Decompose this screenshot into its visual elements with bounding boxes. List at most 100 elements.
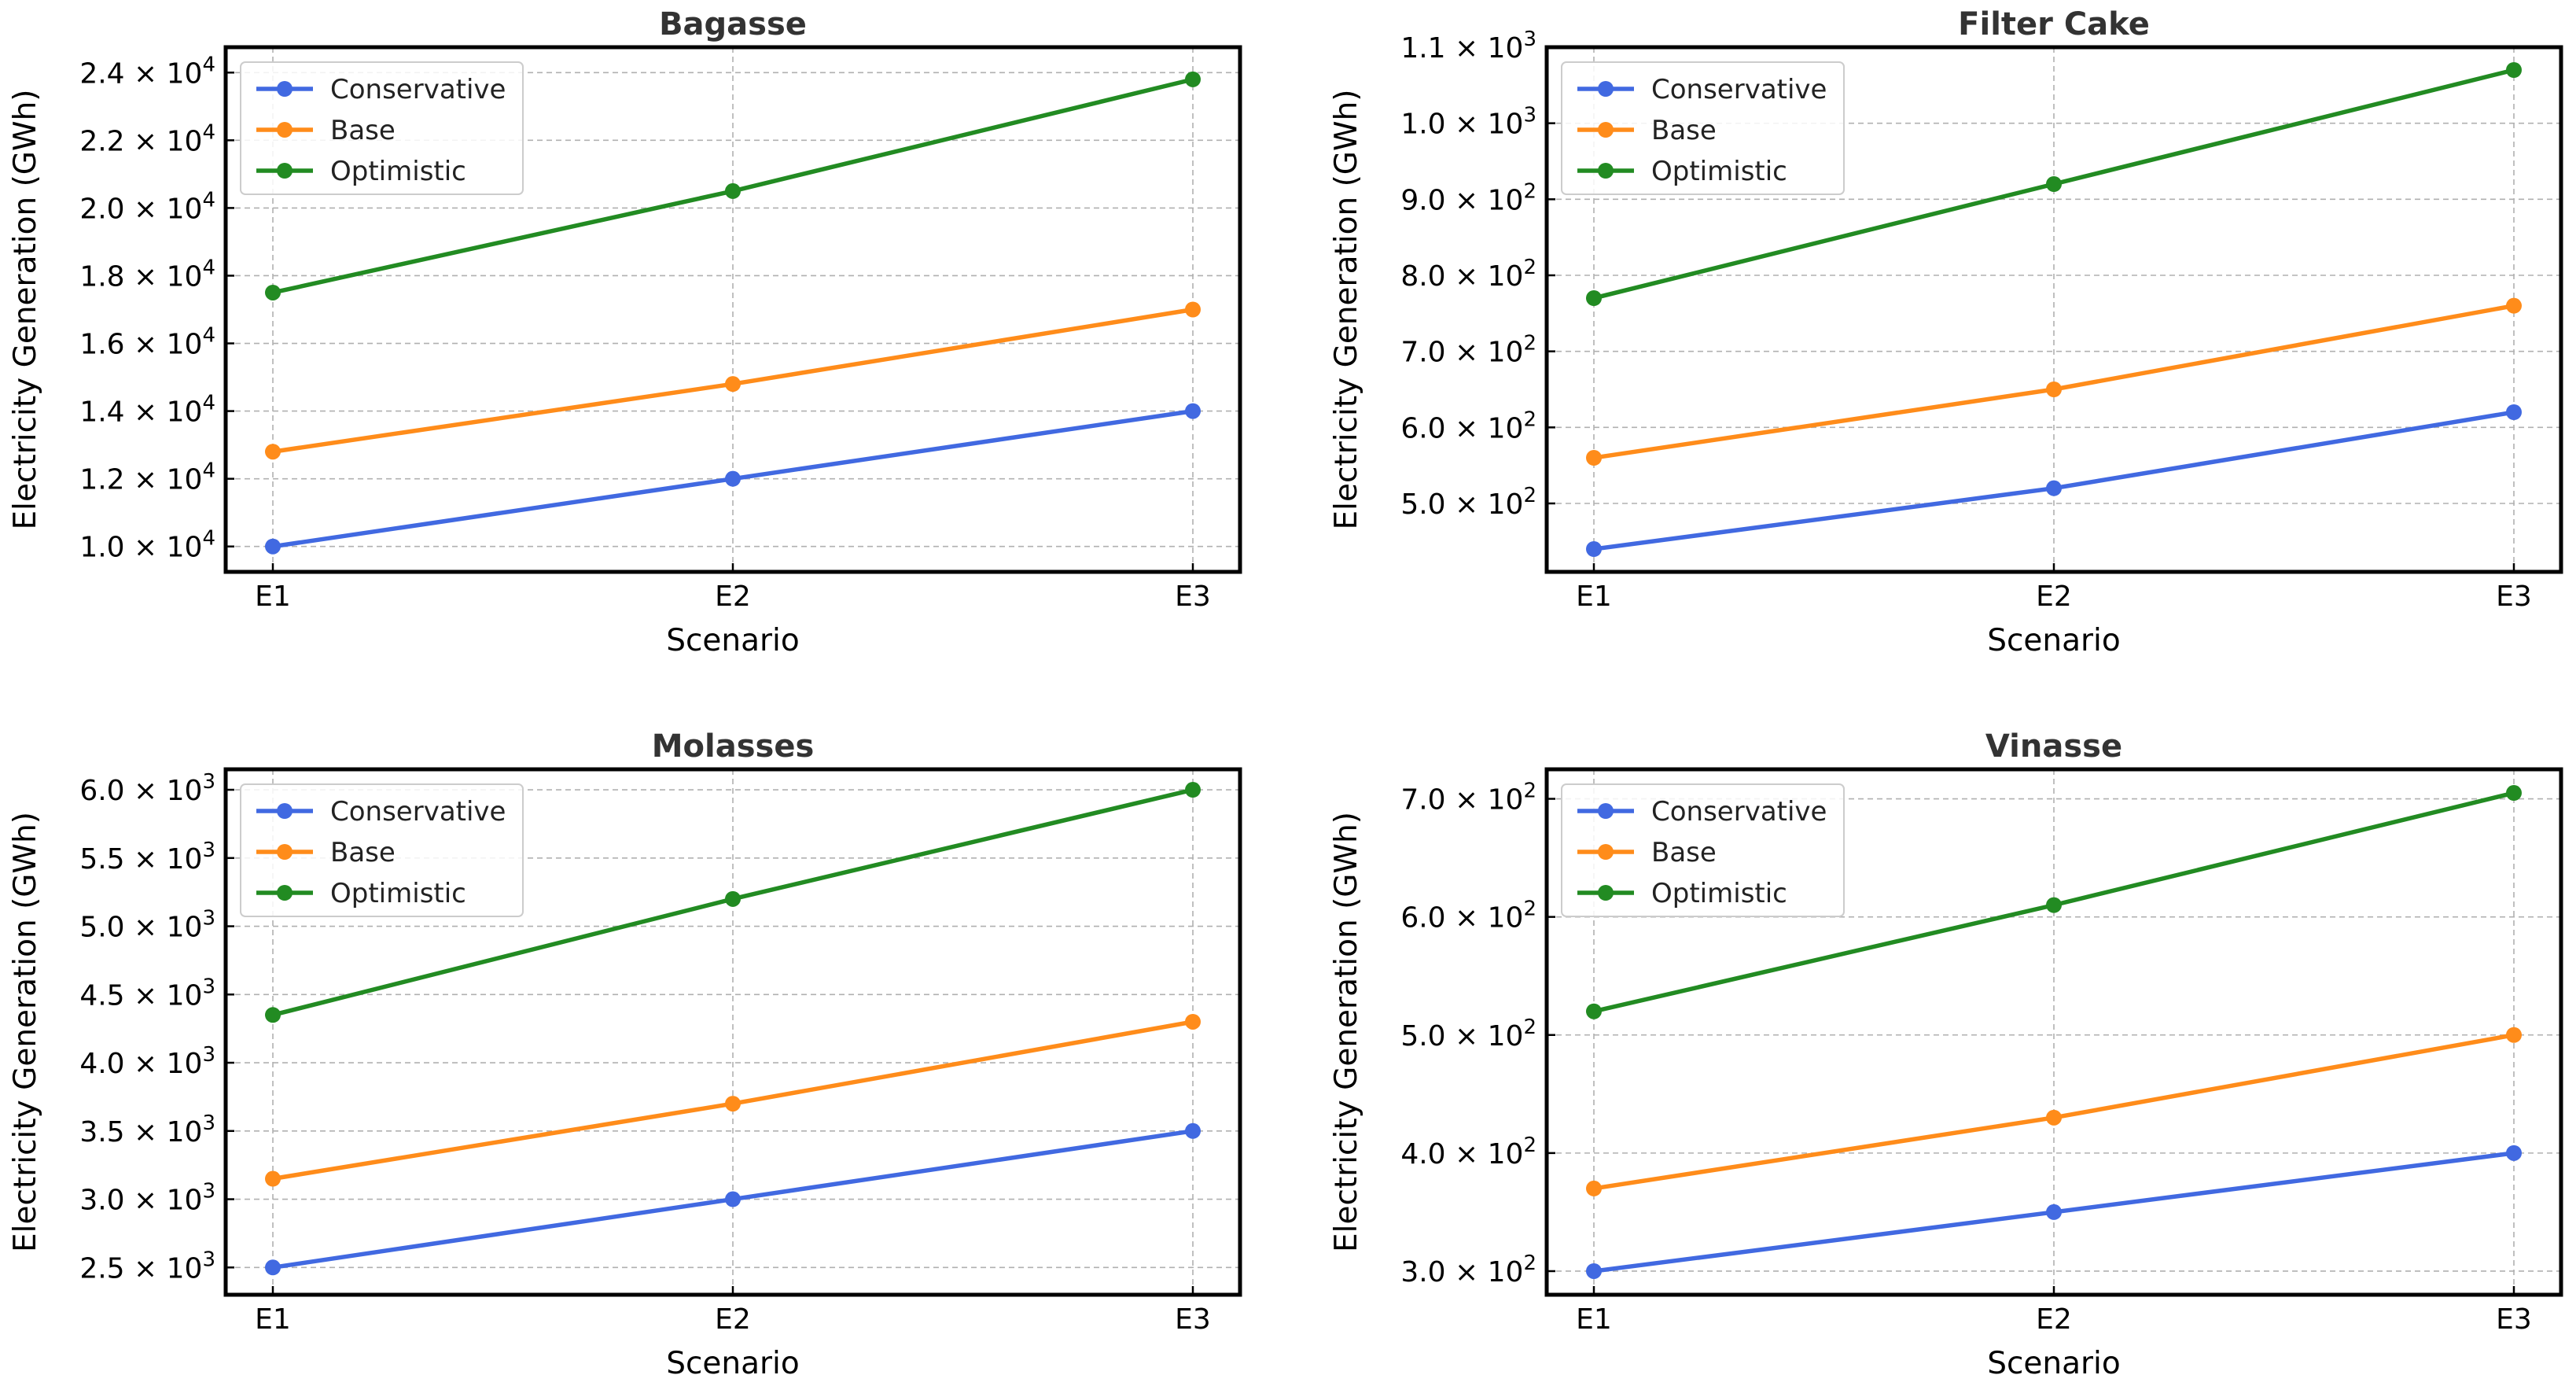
y-tick-label: 7.0 × 102 [1400, 780, 1536, 816]
y-tick-exponent: 2 [1523, 256, 1536, 279]
y-tick-label: 5.0 × 102 [1400, 1016, 1536, 1052]
legend-label: Base [1651, 837, 1717, 868]
data-point-conservative [2506, 1145, 2522, 1161]
y-tick-label: 3.0 × 103 [79, 1180, 215, 1217]
y-tick-mantissa: 1.0 × 10 [79, 532, 202, 564]
x-tick-label: E3 [1175, 1303, 1211, 1336]
legend-marker-base [1598, 844, 1614, 860]
y-axis-label: Electricity Generation (GWh) [1329, 812, 1364, 1252]
y-tick-mantissa: 9.0 × 10 [1400, 184, 1523, 216]
y-tick-label: 2.0 × 104 [79, 188, 215, 225]
y-tick-exponent: 3 [202, 770, 215, 794]
y-axis-label: Electricity Generation (GWh) [8, 89, 43, 529]
data-point-base [2046, 1109, 2062, 1126]
y-tick-mantissa: 8.0 × 10 [1400, 260, 1523, 293]
x-tick-label: E1 [255, 581, 291, 613]
legend-label: Base [330, 837, 396, 868]
x-tick-label: E3 [2496, 1303, 2532, 1336]
y-tick-label: 4.5 × 103 [79, 975, 215, 1012]
y-tick-mantissa: 1.0 × 10 [1400, 109, 1523, 141]
y-tick-exponent: 3 [202, 1248, 215, 1271]
x-tick-label: E3 [1175, 581, 1211, 613]
y-tick-exponent: 4 [202, 527, 215, 551]
y-tick-label: 1.4 × 104 [79, 392, 215, 429]
data-point-base [1586, 450, 1602, 466]
y-tick-label: 6.0 × 102 [1400, 407, 1536, 444]
data-point-conservative [265, 538, 281, 555]
data-point-optimistic [265, 1007, 281, 1023]
y-axis-label: Electricity Generation (GWh) [8, 812, 43, 1252]
y-tick-label: 1.8 × 104 [79, 256, 215, 293]
data-point-conservative [1185, 1122, 1201, 1139]
chart-title: Filter Cake [1958, 6, 2150, 42]
y-tick-mantissa: 2.4 × 10 [79, 57, 202, 90]
y-tick-exponent: 3 [202, 975, 215, 998]
y-tick-label: 1.2 × 104 [79, 459, 215, 496]
x-axis-label: Scenario [666, 1346, 800, 1381]
y-tick-label: 5.5 × 103 [79, 839, 215, 875]
y-tick-exponent: 2 [1523, 1133, 1536, 1157]
y-tick-label: 3.0 × 102 [1400, 1251, 1536, 1288]
data-point-base [2046, 382, 2062, 397]
y-tick-exponent: 3 [1523, 104, 1536, 127]
y-tick-mantissa: 5.5 × 10 [79, 843, 202, 875]
y-tick-mantissa: 6.0 × 10 [79, 775, 202, 807]
y-tick-mantissa: 1.2 × 10 [79, 464, 202, 496]
legend-box [1561, 61, 1845, 195]
y-tick-exponent: 3 [202, 839, 215, 862]
y-tick-mantissa: 3.0 × 10 [1400, 1256, 1523, 1288]
legend-box [1561, 783, 1845, 917]
y-tick-mantissa: 6.0 × 10 [1400, 412, 1523, 444]
data-point-base [1185, 1013, 1201, 1030]
x-axis-label: Scenario [1987, 623, 2121, 658]
y-tick-mantissa: 1.6 × 10 [79, 329, 202, 361]
legend-marker-conservative [277, 81, 293, 97]
y-tick-mantissa: 2.0 × 10 [79, 193, 202, 225]
y-tick-label: 1.0 × 103 [1400, 104, 1536, 141]
legend-box [240, 783, 524, 917]
chart-title: Bagasse [659, 6, 807, 42]
y-tick-label: 8.0 × 102 [1400, 256, 1536, 293]
data-point-optimistic [725, 890, 741, 907]
y-tick-exponent: 4 [202, 120, 215, 144]
y-tick-label: 3.5 × 103 [79, 1111, 215, 1148]
y-tick-mantissa: 1.4 × 10 [79, 396, 202, 429]
data-point-conservative [725, 1191, 741, 1207]
y-tick-mantissa: 1.1 × 10 [1400, 32, 1523, 65]
x-tick-label: E1 [255, 1303, 291, 1336]
y-tick-label: 6.0 × 103 [79, 770, 215, 807]
data-point-optimistic [265, 284, 281, 300]
legend-label: Conservative [1651, 74, 1827, 105]
y-tick-exponent: 3 [202, 907, 215, 931]
y-tick-exponent: 2 [1523, 1251, 1536, 1275]
y-tick-exponent: 2 [1523, 484, 1536, 507]
y-tick-label: 7.0 × 102 [1400, 332, 1536, 369]
x-tick-label: E2 [715, 1303, 751, 1336]
y-tick-exponent: 2 [1523, 407, 1536, 431]
y-tick-label: 6.0 × 102 [1400, 898, 1536, 934]
legend-box [240, 61, 524, 195]
data-point-base [2506, 297, 2522, 314]
y-tick-mantissa: 7.0 × 10 [1400, 337, 1523, 369]
x-tick-label: E3 [2496, 581, 2532, 613]
y-tick-mantissa: 2.5 × 10 [79, 1252, 202, 1285]
y-tick-mantissa: 4.0 × 10 [1400, 1138, 1523, 1170]
x-tick-label: E2 [715, 581, 751, 613]
legend-marker-optimistic [1598, 885, 1614, 901]
legend-label: Conservative [1651, 796, 1827, 828]
x-axis-label: Scenario [666, 623, 800, 658]
y-tick-exponent: 4 [202, 392, 215, 415]
data-point-base [2506, 1027, 2522, 1043]
legend-label: Optimistic [1651, 878, 1787, 909]
y-tick-mantissa: 5.0 × 10 [1400, 1020, 1523, 1052]
y-tick-mantissa: 4.0 × 10 [79, 1048, 202, 1080]
y-tick-mantissa: 5.0 × 10 [79, 912, 202, 944]
legend-label: Optimistic [330, 878, 466, 909]
data-point-optimistic [2046, 897, 2062, 913]
data-point-conservative [2046, 1204, 2062, 1220]
legend-label: Conservative [330, 74, 506, 105]
legend-label: Optimistic [1651, 156, 1787, 187]
legend-label: Base [330, 115, 396, 146]
